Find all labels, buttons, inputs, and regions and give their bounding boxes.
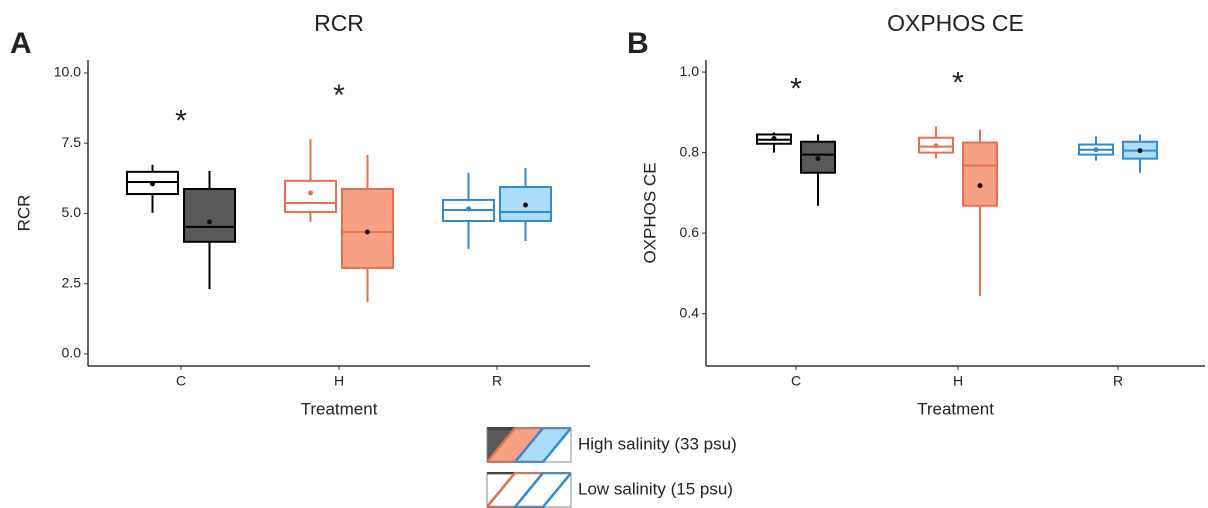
mean-point xyxy=(1093,147,1099,153)
panel-label: B xyxy=(627,27,649,60)
y-tick-label: 0.4 xyxy=(680,304,700,320)
mean-point xyxy=(207,219,212,225)
x-tick-label: R xyxy=(1113,373,1123,389)
significance-star: * xyxy=(175,105,187,138)
box-group: High salinity (33 psu) xyxy=(183,154,552,302)
box-group: Low salinity (15 psu) xyxy=(126,138,495,249)
y-tick-label: 7.5 xyxy=(62,134,82,150)
legend-key xyxy=(487,472,571,508)
box-group: High salinity (33 psu) xyxy=(800,129,1158,296)
legend-frame xyxy=(486,472,572,508)
x-tick-label: R xyxy=(492,373,502,389)
y-tick-label: 0.8 xyxy=(680,143,700,159)
y-tick-label: 0.6 xyxy=(680,224,700,240)
mean-point xyxy=(933,143,939,149)
mean-point xyxy=(771,136,777,142)
mean-point xyxy=(365,229,370,235)
box-group: Low salinity (15 psu) xyxy=(756,126,1114,161)
mean-point xyxy=(150,181,155,187)
x-tick-label: H xyxy=(334,373,344,389)
legend-frame xyxy=(486,427,572,463)
box xyxy=(284,179,337,214)
panel-label: A xyxy=(10,27,32,60)
y-axis-label: OXPHOS CE xyxy=(640,162,659,263)
significance-star: * xyxy=(952,66,964,99)
x-axis-label: Treatment xyxy=(301,399,378,418)
mean-point xyxy=(815,156,821,162)
y-tick-label: 1.0 xyxy=(680,63,700,79)
mean-point xyxy=(466,206,471,212)
x-axis-label: Treatment xyxy=(917,399,994,418)
box xyxy=(183,187,236,243)
legend-label: High salinity (33 psu) xyxy=(578,434,737,453)
legend-label: Low salinity (15 psu) xyxy=(578,479,733,498)
mean-point xyxy=(523,202,528,208)
mean-point xyxy=(308,190,313,196)
x-tick-label: C xyxy=(791,373,801,389)
box xyxy=(962,141,998,207)
x-tick-label: C xyxy=(176,373,186,389)
box xyxy=(341,187,394,269)
y-axis-label: RCR xyxy=(14,195,33,232)
x-tick-label: H xyxy=(953,373,963,389)
chart-title: OXPHOS CE xyxy=(887,10,1024,36)
y-tick-label: 2.5 xyxy=(62,274,82,290)
mean-point xyxy=(1137,148,1143,154)
mean-point xyxy=(977,183,983,189)
significance-star: * xyxy=(790,72,802,105)
chart-title: RCR xyxy=(314,10,364,36)
significance-star: * xyxy=(333,79,345,112)
legend-key xyxy=(487,427,571,463)
y-tick-label: 10.0 xyxy=(54,64,81,80)
y-tick-label: 0.0 xyxy=(62,345,82,361)
y-tick-label: 5.0 xyxy=(62,204,82,220)
